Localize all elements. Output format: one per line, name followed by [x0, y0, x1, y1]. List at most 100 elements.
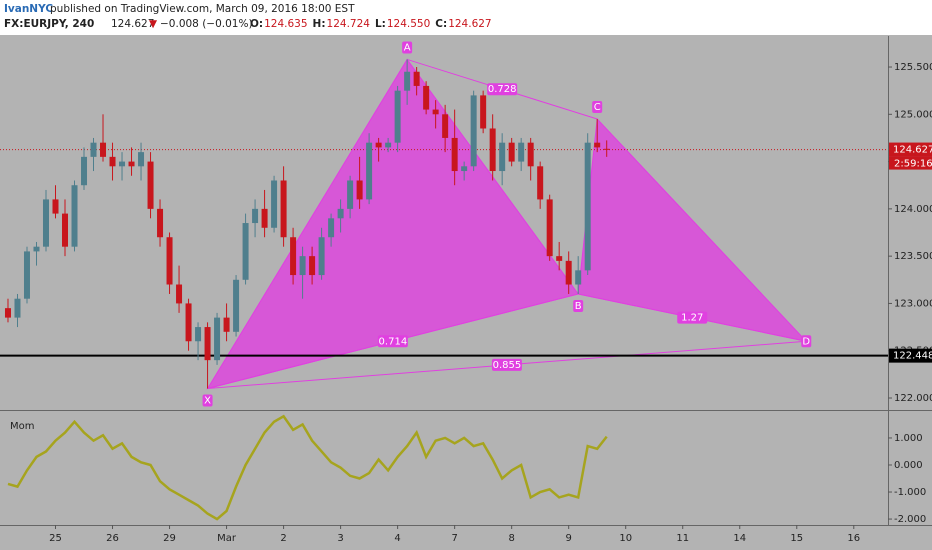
pattern-point-label: C	[594, 102, 601, 113]
ratio-label: 0.855	[493, 360, 522, 371]
candle-body	[508, 142, 515, 162]
candle-body	[4, 308, 11, 318]
publisher: IvanNYC	[4, 3, 53, 15]
ohlc-key: C:	[435, 18, 447, 30]
candle-body	[337, 208, 344, 219]
candle-body	[565, 260, 572, 285]
ohlc-key: H:	[313, 18, 326, 30]
candle-body	[423, 85, 430, 110]
candle-body	[71, 185, 78, 247]
x-tick-label: 4	[394, 533, 400, 544]
pattern-point-label: D	[802, 336, 810, 347]
candle-body	[242, 223, 249, 280]
ohlc-key: L:	[375, 18, 386, 30]
ratio-box	[377, 335, 408, 348]
candle-body	[223, 317, 230, 332]
change: −0.008 (−0.01%)	[160, 18, 253, 30]
ohlc-value: 124.635	[264, 18, 307, 30]
candle-body	[81, 156, 88, 186]
y-tick-label: 123.000	[894, 298, 932, 309]
candle-body	[518, 142, 525, 162]
candle-body	[299, 256, 306, 276]
x-tick-label: Mar	[217, 533, 237, 544]
x-tick-label: 26	[106, 533, 119, 544]
candle-body	[166, 237, 173, 285]
candle-body	[328, 218, 335, 238]
candle-body	[109, 156, 116, 167]
candle-body	[394, 90, 401, 143]
x-tick-label: 8	[508, 533, 514, 544]
candle-body	[461, 166, 468, 172]
candle-body	[375, 142, 382, 148]
candle-body	[261, 208, 268, 228]
candle-body	[442, 114, 449, 138]
ratio-label: 0.728	[488, 84, 517, 95]
candle-body	[119, 161, 126, 167]
arrow: ▼	[149, 18, 158, 30]
candle-body	[499, 142, 506, 172]
header-bar	[0, 0, 932, 35]
candle-body	[52, 199, 59, 214]
candle-body	[556, 256, 563, 261]
candle-body	[480, 95, 487, 129]
candle-body	[366, 142, 373, 200]
candle-body	[157, 208, 164, 238]
y-tick-label: -2.000	[894, 514, 926, 525]
ohlc-key: O:	[250, 18, 263, 30]
candle-body	[309, 256, 316, 276]
pattern-point-box	[202, 394, 213, 407]
x-tick-label: 29	[163, 533, 176, 544]
ohlc-value: 124.724	[327, 18, 371, 30]
x-tick-label: 15	[790, 533, 803, 544]
candle-body	[318, 237, 325, 276]
level-label: 122.448	[893, 351, 932, 362]
candle-body	[347, 180, 354, 209]
candle-body	[90, 142, 97, 157]
candle-body	[489, 128, 496, 172]
ratio-label: 0.714	[379, 336, 408, 347]
ohlc-value: 124.627	[448, 18, 491, 30]
candle-body	[138, 152, 145, 167]
x-tick-label: 16	[847, 533, 860, 544]
last-price-box	[889, 142, 932, 157]
candle-body	[147, 161, 154, 209]
x-tick-label: 2	[280, 533, 286, 544]
pattern-point-label: A	[404, 42, 411, 53]
x-tick-label: 3	[337, 533, 343, 544]
candle-body	[575, 270, 582, 285]
momentum-line	[7, 414, 608, 521]
ratio-label: 1.27	[681, 313, 703, 324]
candle-body	[290, 237, 297, 276]
ohlc-value: 124.550	[387, 18, 430, 30]
candle-body	[432, 109, 439, 115]
countdown-label: 2:59:16	[894, 159, 932, 170]
y-tick-label: 122.000	[894, 393, 932, 404]
candle-body	[280, 180, 287, 238]
y-tick-label: 125.000	[894, 109, 932, 120]
candle-body	[594, 142, 601, 148]
ratio-box	[677, 311, 708, 324]
countdown-box	[889, 156, 932, 170]
candle-body	[176, 284, 183, 304]
candle-body	[185, 303, 192, 342]
candle-body	[385, 142, 392, 148]
pattern-point-label: X	[204, 396, 211, 407]
candle-body	[195, 327, 202, 342]
candle-body	[42, 199, 49, 247]
y-tick-label: -1.000	[894, 487, 926, 498]
candle-body	[14, 298, 21, 318]
pattern-point-label: B	[575, 301, 582, 312]
candle-body	[470, 95, 477, 167]
x-tick-label: 14	[733, 533, 746, 544]
x-tick-label: 9	[565, 533, 571, 544]
candle-body	[451, 137, 458, 172]
x-tick-label: 25	[49, 533, 62, 544]
candle-body	[404, 71, 411, 91]
symbol: FX:EURJPY, 240	[4, 18, 94, 30]
y-tick-label: 124.000	[894, 204, 932, 215]
x-tick-label: 11	[676, 533, 689, 544]
candle-body	[356, 180, 363, 200]
x-tick-label: 10	[619, 533, 632, 544]
y-tick-label: 1.000	[894, 433, 923, 444]
